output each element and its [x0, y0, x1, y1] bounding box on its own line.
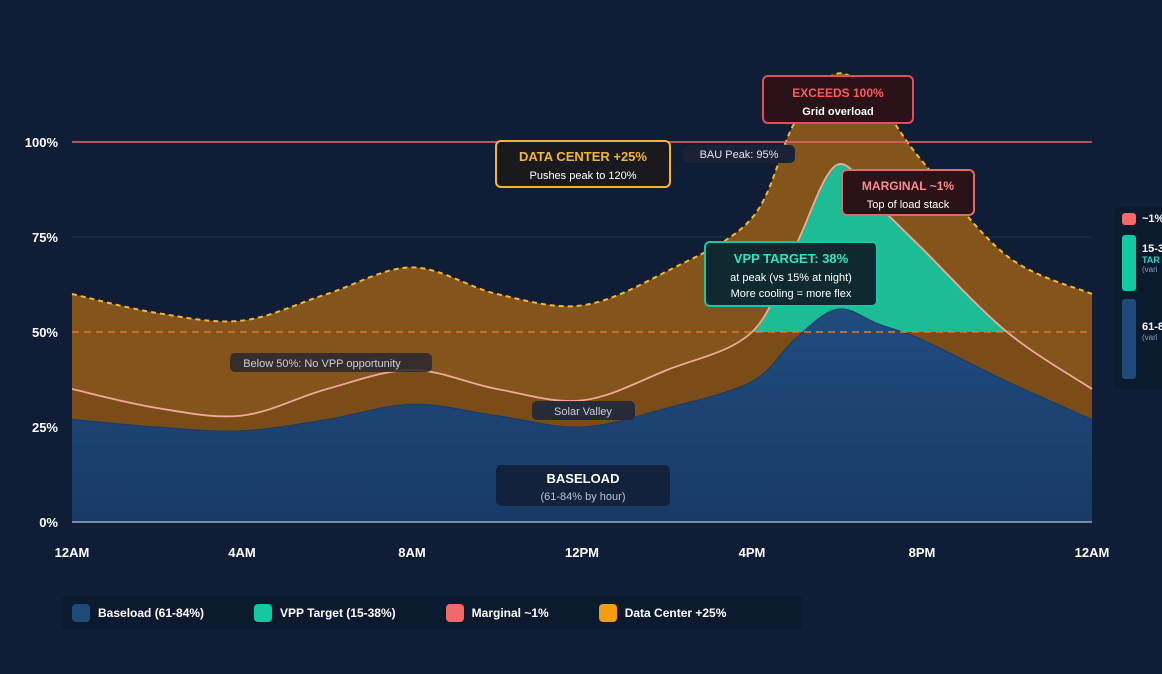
y-tick-label: 50% — [32, 325, 58, 340]
legend-label: Marginal ~1% — [471, 606, 549, 620]
legend-item-vpp: VPP Target (15-38%) — [254, 604, 396, 622]
legend-item-marginal: Marginal ~1% — [445, 604, 549, 622]
line-marginal — [71, 163, 1093, 418]
side-label: ~1% — [1142, 213, 1162, 225]
x-tick-label: 4PM — [739, 545, 766, 560]
legend-label: Baseload (61-84%) — [98, 606, 205, 620]
legend-label: Data Center +25% — [624, 606, 727, 620]
baseload-sub: (61-84% by hour) — [541, 491, 626, 503]
line-baseload — [71, 308, 1093, 432]
legend-swatch — [598, 604, 617, 622]
legend-item-data-center: Data Center +25% — [598, 604, 727, 622]
side-row-vpp: 15-3 TAR (vari — [1122, 235, 1162, 291]
side-row-marginal: ~1% — [1122, 213, 1162, 225]
exceeds-sub: Grid overload — [802, 106, 874, 118]
side-sub: (vari — [1142, 265, 1158, 274]
y-tick-label: 0% — [39, 515, 58, 530]
area-baseload — [72, 308, 1092, 522]
vpp-title: VPP TARGET: 38% — [734, 251, 849, 266]
data-center-sub: Pushes peak to 120% — [529, 170, 636, 182]
baseload-box — [496, 465, 670, 506]
x-tick-label: 4AM — [228, 545, 255, 560]
side-legend-panel: ~1% 15-3 TAR (vari 61-8 (vari — [1114, 207, 1162, 389]
side-swatch — [1122, 299, 1136, 379]
baseload-title: BASELOAD — [547, 471, 620, 486]
y-tick-label: 75% — [32, 230, 58, 245]
x-tick-label: 12PM — [565, 545, 599, 560]
side-label: 15-3 — [1142, 243, 1162, 255]
legend-swatch — [254, 604, 273, 622]
marginal-title: MARGINAL ~1% — [862, 179, 954, 193]
y-tick-label: 25% — [32, 420, 58, 435]
exceeds-box — [762, 75, 914, 124]
side-swatch — [1122, 235, 1136, 291]
legend-swatch — [445, 604, 464, 622]
data-center-title: DATA CENTER +25% — [519, 149, 647, 164]
exceeds-title: EXCEEDS 100% — [792, 86, 884, 100]
legend-label: VPP Target (15-38%) — [280, 606, 396, 620]
vpp-sub2: More cooling = more flex — [731, 288, 852, 300]
vpp-box — [704, 241, 878, 307]
below50-label: Below 50%: No VPP opportunity — [243, 358, 401, 370]
x-axis-ticks: 12AM 4AM 8AM 12PM 4PM 8PM 12AM — [55, 545, 1110, 560]
marginal-sub: Top of load stack — [867, 199, 950, 211]
x-tick-label: 8AM — [398, 545, 425, 560]
marginal-box — [841, 169, 975, 216]
side-tag: TAR — [1142, 255, 1160, 265]
x-tick-label: 12AM — [1075, 545, 1110, 560]
side-sub: (vari — [1142, 333, 1158, 342]
x-tick-label: 12AM — [55, 545, 90, 560]
below50-box — [230, 353, 432, 372]
side-swatch — [1122, 213, 1136, 225]
legend: Baseload (61-84%) VPP Target (15-38%) Ma… — [62, 596, 802, 630]
bau-peak-label: BAU Peak: 95% — [700, 149, 779, 161]
y-tick-label: 100% — [25, 135, 59, 150]
line-data-center — [71, 72, 1093, 323]
x-tick-label: 8PM — [909, 545, 936, 560]
bau-peak-box — [683, 145, 795, 163]
side-label: 61-8 — [1142, 321, 1162, 333]
vpp-sub1: at peak (vs 15% at night) — [730, 272, 852, 284]
data-center-box — [495, 140, 671, 188]
solar-valley-label: Solar Valley — [554, 406, 612, 418]
legend-item-baseload: Baseload (61-84%) — [72, 604, 204, 622]
legend-swatch — [72, 604, 90, 622]
solar-valley-box — [532, 401, 635, 420]
y-axis-ticks: 0% 25% 50% 75% 100% — [25, 135, 59, 530]
annotations: EXCEEDS 100% Grid overload DATA CENTER +25… — [230, 75, 975, 506]
side-row-base: 61-8 (vari — [1122, 299, 1162, 379]
